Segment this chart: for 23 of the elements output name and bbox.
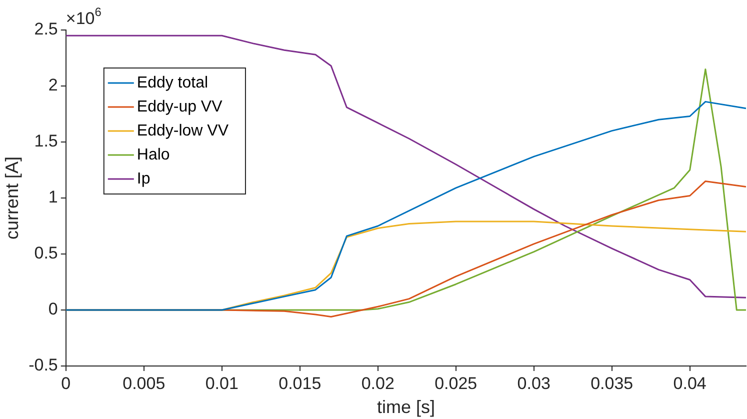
- y-tick-label: 0: [48, 300, 58, 319]
- legend-label: Eddy-low VV: [136, 122, 229, 140]
- x-tick-label: 0.005: [122, 374, 166, 393]
- x-tick-label: 0: [61, 374, 71, 393]
- y-tick-label: 2.5: [34, 20, 58, 39]
- y-tick-label: 1.5: [34, 132, 58, 151]
- y-axis-title: current [A]: [2, 156, 22, 240]
- legend-label: Eddy total: [136, 74, 208, 92]
- x-tick-label: 0.025: [434, 374, 478, 393]
- y-tick-label: 2: [48, 76, 58, 95]
- x-axis-title: time [s]: [376, 397, 435, 418]
- y-tick-label: -0.5: [28, 356, 58, 375]
- x-tick-label: 0.04: [673, 374, 706, 393]
- legend-label: Eddy-up VV: [136, 98, 223, 116]
- legend-label: Ip: [136, 170, 150, 188]
- legend-label: Halo: [136, 146, 170, 164]
- y-tick-label: 1: [48, 188, 58, 207]
- y-tick-label: 0.5: [34, 244, 58, 263]
- x-tick-label: 0.035: [590, 374, 634, 393]
- x-tick-label: 0.015: [278, 374, 322, 393]
- x-tick-label: 0.02: [361, 374, 394, 393]
- x-tick-label: 0.01: [205, 374, 238, 393]
- x-tick-label: 0.03: [517, 374, 550, 393]
